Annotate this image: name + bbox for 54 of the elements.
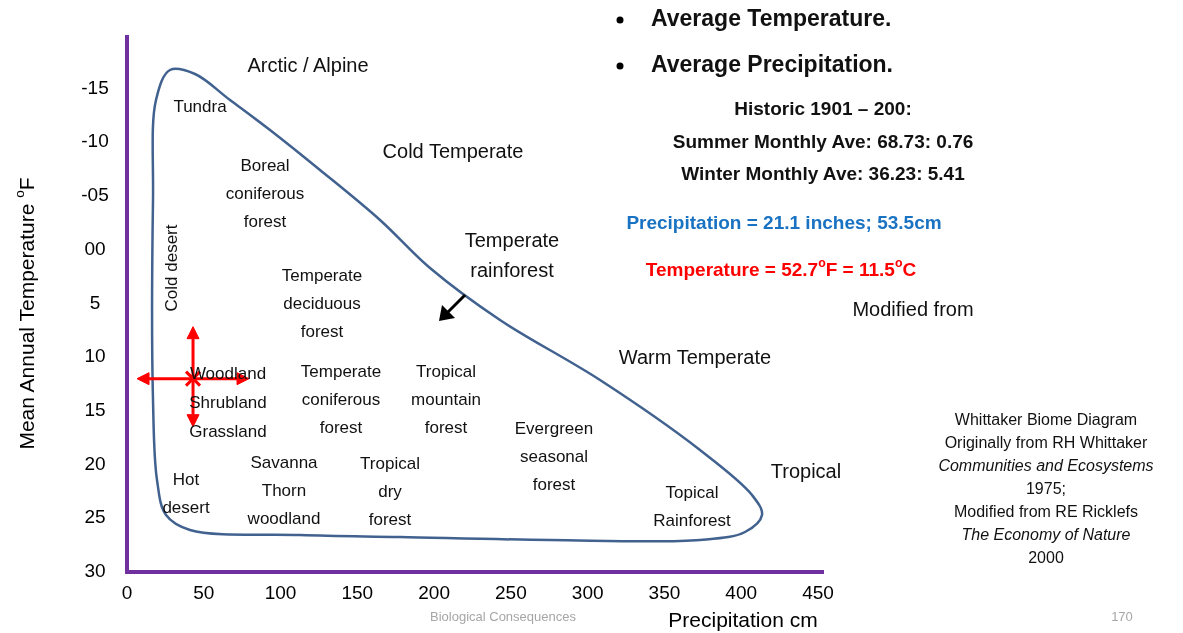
text: Whittaker Biome Diagram	[954, 411, 1138, 429]
annotation: Temperate coniferous forest	[300, 362, 382, 438]
x-tick-label: 0	[121, 582, 133, 604]
annotation: Tropical mountain forest	[411, 362, 481, 438]
y-tick-label: -10	[81, 130, 109, 152]
annotation: Winter Monthly Ave: 36.23: 5.41	[681, 163, 966, 185]
y-tick-label: 25	[84, 506, 106, 528]
x-axis-title: Precipitation cm	[668, 607, 818, 631]
y-tick-label: 10	[84, 345, 106, 367]
text: Average Temperature.	[651, 5, 892, 32]
annotation: Temperature = 52.7$^{o}$F = 11.5$^{o}$C	[645, 256, 917, 281]
y-tick-label: 20	[84, 452, 106, 474]
text: 2000	[1028, 549, 1064, 567]
annotation: Cold Temperate	[382, 140, 524, 163]
text: Modified from RE Ricklefs	[953, 503, 1139, 521]
annotation: Temperate deciduous forest	[281, 266, 363, 342]
annotation: Precipitation = 21.1 inches; 53.5cm	[626, 212, 942, 234]
annotation: Tropical dry forest	[360, 454, 420, 530]
x-tick-label: 150	[341, 582, 374, 604]
text: Biological Consequences	[430, 609, 577, 625]
annotation: Average Precipitation.	[651, 51, 894, 78]
annotation: Summer Monthly Ave: 68.73: 0.76	[672, 131, 974, 153]
x-tick-label: 250	[495, 582, 527, 604]
x-tick-label: 300	[571, 582, 604, 604]
x-tick-label: 400	[725, 582, 758, 604]
annotation: Hot desert	[162, 470, 210, 518]
x-tick-label: 200	[418, 582, 450, 604]
annotation: Warm Temperate	[618, 346, 772, 369]
text: 1975;	[1025, 480, 1067, 498]
annotation: Temperate rainforest	[464, 229, 560, 282]
x-tick-label: 350	[648, 582, 681, 604]
text: Modified from	[852, 298, 974, 321]
text: The Economy of Nature	[961, 526, 1131, 544]
text: Originally from RH Whittaker	[944, 434, 1149, 452]
x-tick-label: 100	[264, 582, 297, 604]
y-tick-label: 5	[89, 291, 101, 313]
annotation: Boreal coniferous forest	[225, 156, 305, 232]
annotation: Tropical	[770, 460, 842, 483]
annotation: Historic 1901 – 200:	[734, 98, 912, 120]
y-tick-label: 30	[84, 560, 106, 582]
text: Communities and Ecosystems	[938, 457, 1154, 475]
x-tick-label: 450	[802, 582, 834, 604]
annotation: Savanna Thorn woodland	[246, 453, 321, 529]
annotation: Cold desert	[162, 224, 182, 312]
annotation: Topical Rainforest	[653, 483, 732, 531]
x-tick-label: 50	[193, 582, 215, 604]
y-tick-label: 15	[84, 398, 106, 420]
y-tick-label: 00	[84, 237, 106, 259]
y-tick-label: -15	[81, 76, 109, 98]
y-tick-label: -05	[81, 184, 109, 206]
annotation: Tundra	[173, 97, 228, 117]
annotation: Evergreen seasonal forest	[514, 419, 594, 495]
annotation: Arctic / Alpine	[247, 54, 369, 77]
text: 170	[1111, 609, 1133, 625]
